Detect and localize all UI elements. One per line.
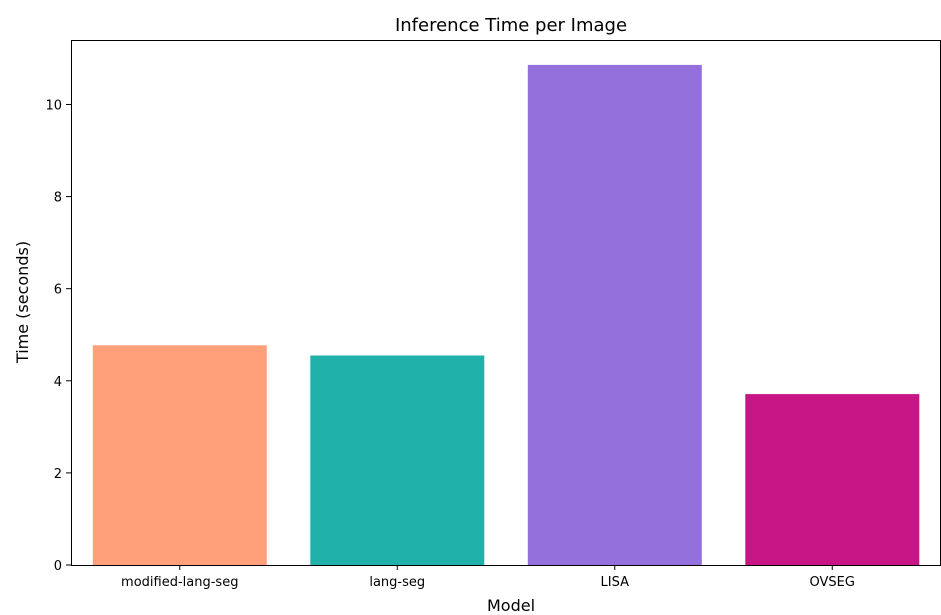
chart-title: Inference Time per Image xyxy=(395,15,627,36)
x-tick-label: modified-lang-seg xyxy=(121,575,238,590)
y-tick-label: 4 xyxy=(54,375,62,390)
x-axis: modified-lang-seg lang-seg LISA OVSEG xyxy=(121,565,855,590)
y-tick-label: 2 xyxy=(54,467,62,482)
x-axis-label: Model xyxy=(487,596,535,615)
bar-modified-lang-seg xyxy=(92,345,267,565)
x-tick-label: OVSEG xyxy=(810,575,855,590)
x-tick-label: lang-seg xyxy=(369,575,425,590)
y-axis-label: Time (seconds) xyxy=(13,241,32,364)
x-tick-label: LISA xyxy=(601,575,630,590)
y-tick-label: 10 xyxy=(45,98,62,113)
bar-lang-seg xyxy=(310,355,485,565)
y-tick-label: 0 xyxy=(54,559,62,574)
y-tick-label: 8 xyxy=(54,191,62,206)
y-axis: 0 2 4 6 8 10 xyxy=(45,98,71,574)
bars-group xyxy=(92,64,920,566)
bar-lisa xyxy=(527,64,702,566)
y-tick-label: 6 xyxy=(54,283,62,298)
bar-ovseg xyxy=(745,394,920,565)
